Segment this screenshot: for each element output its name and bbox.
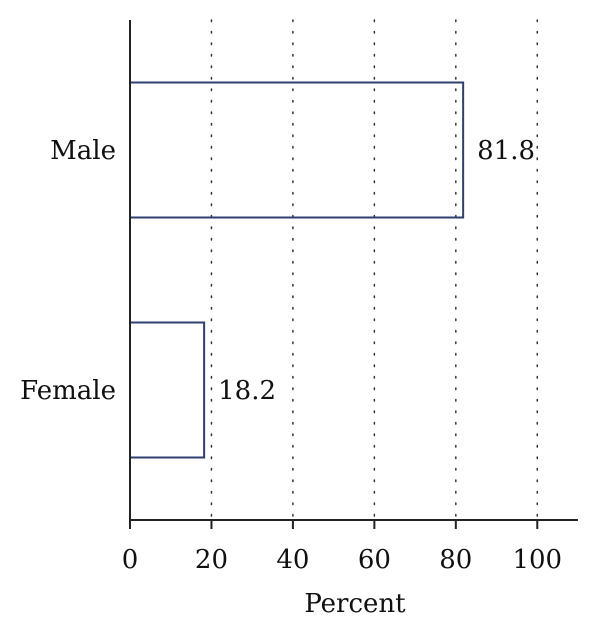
- x-tick-label-0: 0: [122, 545, 139, 575]
- value-label-female: 18.2: [218, 376, 276, 406]
- x-tick-label-100: 100: [512, 545, 562, 575]
- x-tick-label-20: 20: [195, 545, 228, 575]
- x-tick-label-40: 40: [276, 545, 309, 575]
- bar-male: [129, 81, 465, 219]
- x-axis-title: Percent: [304, 589, 406, 619]
- bar-female: [129, 321, 206, 459]
- category-label-female: Female: [20, 376, 116, 406]
- x-tick-label-60: 60: [358, 545, 391, 575]
- x-tick-label-80: 80: [439, 545, 472, 575]
- value-label-male: 81.8: [477, 136, 535, 166]
- bars: [129, 81, 465, 459]
- category-label-male: Male: [50, 136, 116, 166]
- axes: [129, 20, 578, 529]
- gridlines: [210, 19, 539, 521]
- labels: Male 81.8 Female 18.2 0 20 40 60 80 100: [20, 136, 562, 575]
